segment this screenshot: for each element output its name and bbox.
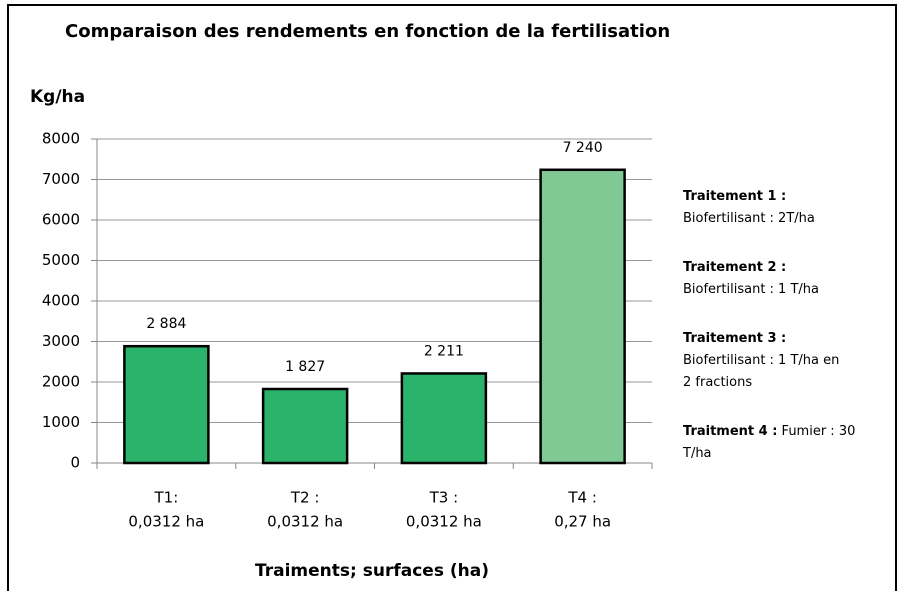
note-text: T/ha xyxy=(682,446,712,461)
x-tick-label: T4 : xyxy=(567,489,597,507)
note-text: Biofertilisant : 1 T/ha xyxy=(683,282,819,297)
note-line: Biofertilisant : 2T/ha xyxy=(683,211,815,226)
x-tick-label: 0,0312 ha xyxy=(267,513,343,531)
note-text: Traitment 4 : xyxy=(683,424,777,439)
value-label: 2 211 xyxy=(424,343,464,359)
note-text: Fumier : 30 xyxy=(777,424,855,439)
note-line: Biofertilisant : 1 T/ha xyxy=(683,282,819,297)
x-tick-label: T3 : xyxy=(429,489,459,507)
value-label: 2 884 xyxy=(146,316,186,332)
y-tick-label: 7000 xyxy=(42,170,80,188)
y-axis-label: Kg/ha xyxy=(30,87,85,107)
y-tick-label: 5000 xyxy=(42,251,80,269)
x-axis-label: Traiments; surfaces (ha) xyxy=(255,561,489,581)
note-text: Traitement 2 : xyxy=(683,260,786,275)
x-tick-label: T1: xyxy=(153,489,178,507)
y-tick-label: 0 xyxy=(70,454,80,472)
note-line: Biofertilisant : 1 T/ha en xyxy=(683,353,839,368)
note-text: 2 fractions xyxy=(683,375,752,390)
y-tick-label: 6000 xyxy=(42,211,80,229)
y-tick-label: 1000 xyxy=(42,413,80,431)
x-tick-label: 0,0312 ha xyxy=(128,513,204,531)
note-line: Traitment 4 : Fumier : 30 xyxy=(683,424,855,439)
bar xyxy=(539,168,626,465)
frame xyxy=(7,4,897,591)
note-line: 2 fractions xyxy=(683,375,752,390)
chart-title: Comparaison des rendements en fonction d… xyxy=(65,21,670,42)
note-line: T/ha xyxy=(682,446,712,461)
note-line: Traitement 1 : xyxy=(683,189,786,204)
bar xyxy=(261,387,349,465)
y-tick-label: 3000 xyxy=(42,332,80,350)
bar xyxy=(123,344,210,465)
note-line: Traitement 3 : xyxy=(683,331,786,346)
note-text: Biofertilisant : 2T/ha xyxy=(683,211,815,226)
bar xyxy=(400,372,488,465)
x-tick-label: 0,27 ha xyxy=(554,513,611,531)
y-tick-label: 4000 xyxy=(42,292,80,310)
x-tick-label: 0,0312 ha xyxy=(406,513,482,531)
x-tick-label: T2 : xyxy=(290,489,320,507)
value-label: 7 240 xyxy=(563,140,603,156)
y-tick-label: 2000 xyxy=(42,373,80,391)
note-text: Biofertilisant : 1 T/ha en xyxy=(683,353,839,368)
y-tick-label: 8000 xyxy=(42,130,80,148)
note-line: Traitement 2 : xyxy=(683,260,786,275)
note-text: Traitement 3 : xyxy=(683,331,786,346)
note-text: Traitement 1 : xyxy=(683,189,786,204)
value-label: 1 827 xyxy=(285,359,325,375)
